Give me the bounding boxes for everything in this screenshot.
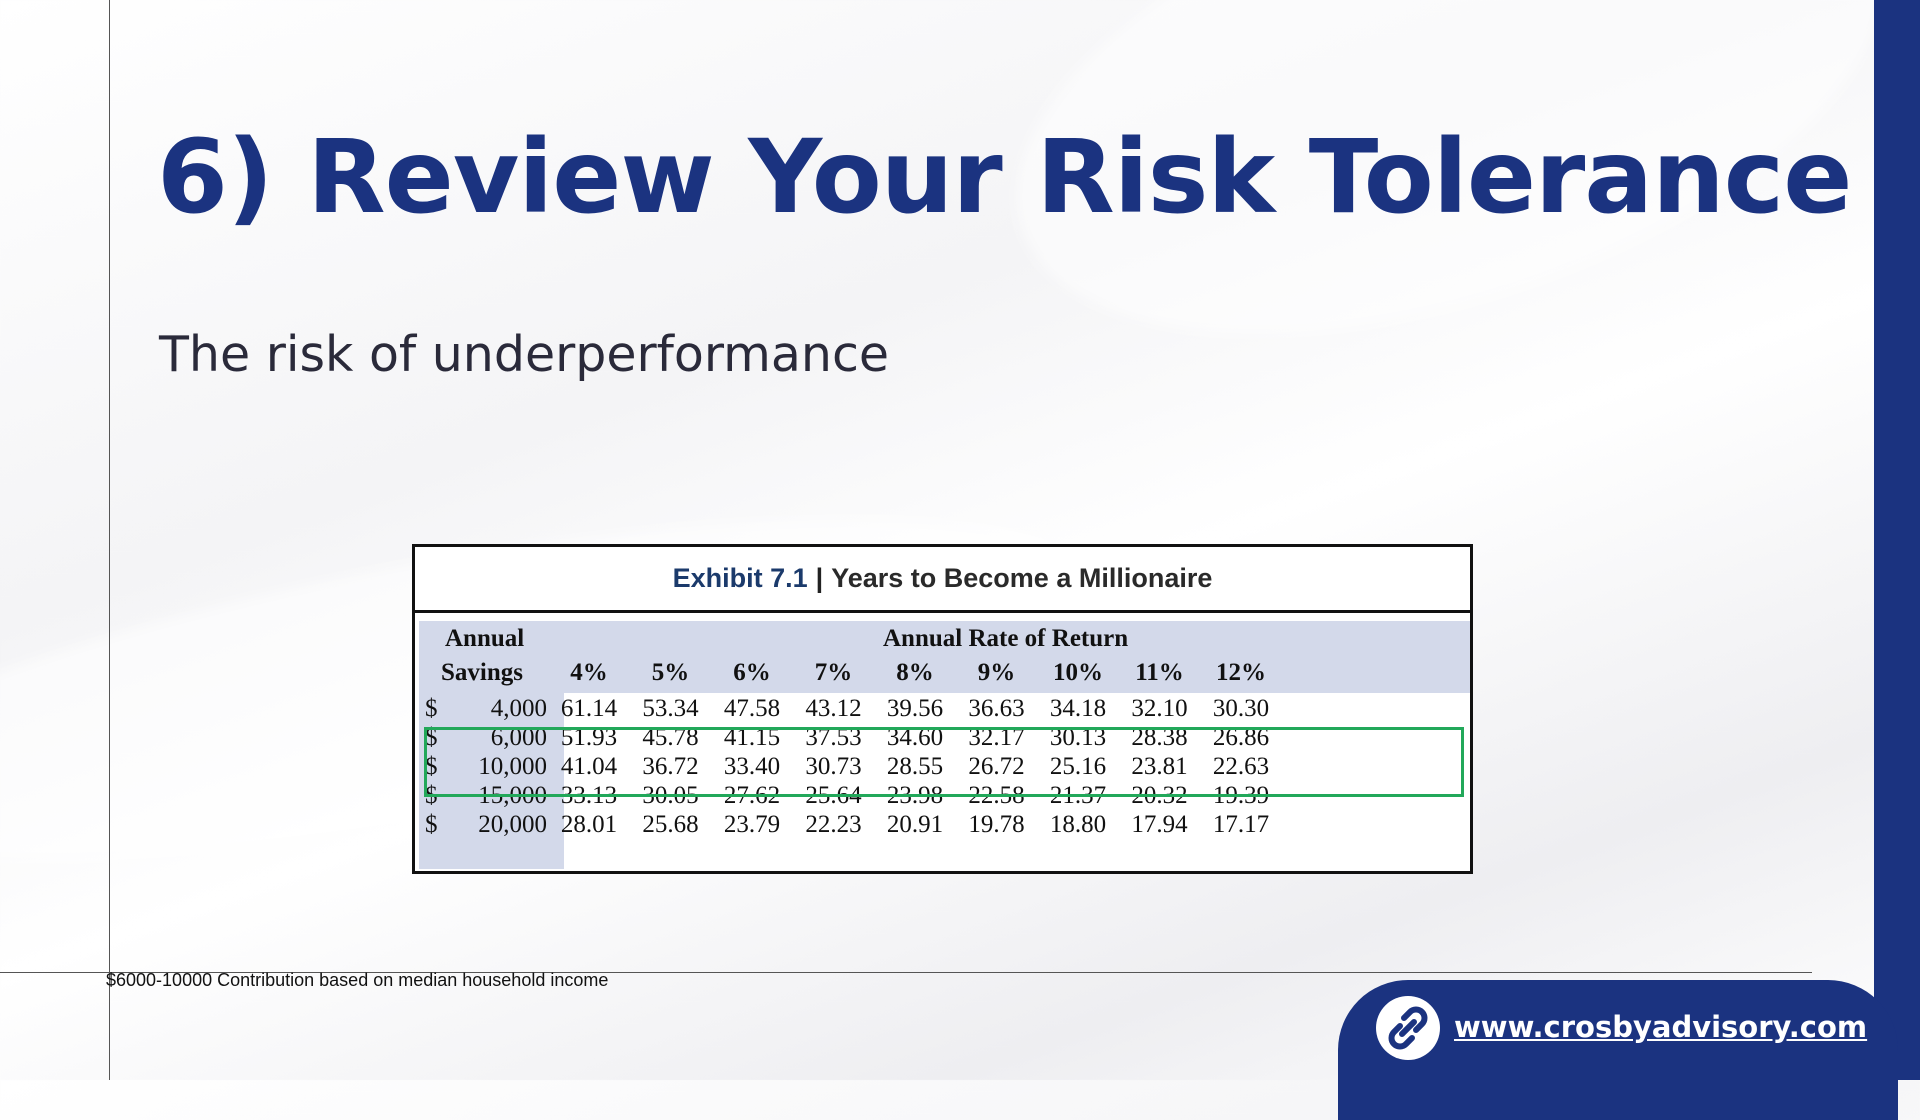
table-cell: 61.14 (560, 695, 618, 722)
table-cell: 28.55 (886, 753, 944, 780)
currency-symbol: $ (425, 811, 438, 838)
exhibit-separator: | (815, 563, 824, 593)
exhibit-title: Exhibit 7.1 | Years to Become a Milliona… (415, 547, 1470, 613)
slide-subtitle: The risk of underperformance (159, 326, 890, 383)
table-cell: 30.30 (1212, 695, 1270, 722)
savings-amount: 10,000 (478, 753, 547, 780)
table-cell: 34.18 (1049, 695, 1107, 722)
table-cell: 41.04 (560, 753, 618, 780)
vertical-guide-line (109, 0, 110, 1080)
savings-column-band (419, 693, 564, 869)
table-cell: 43.12 (805, 695, 862, 722)
table-cell: 33.40 (723, 753, 781, 780)
rate-header-8pct: 8% (896, 659, 934, 686)
rate-header-12pct: 12% (1216, 659, 1266, 686)
horizontal-divider (0, 972, 1812, 973)
currency-symbol: $ (425, 724, 438, 751)
table-cell: 17.94 (1131, 811, 1188, 838)
table-cell: 17.17 (1212, 811, 1270, 838)
annual-label: Annual (445, 625, 525, 652)
website-link[interactable]: www.crosbyadvisory.com (1454, 1010, 1868, 1044)
link-icon (1376, 996, 1440, 1060)
table-cell: 25.16 (1049, 753, 1107, 780)
rate-header-6pct: 6% (733, 659, 771, 686)
table-cell: 39.56 (886, 695, 944, 722)
table-cell: 19.78 (968, 811, 1025, 838)
rate-header-9pct: 9% (977, 659, 1016, 686)
table-cell: 28.01 (560, 811, 618, 838)
rate-header-7pct: 7% (814, 659, 853, 686)
savings-amount: 20,000 (478, 811, 547, 838)
table-cell: 22.23 (805, 811, 862, 838)
table-cell: 23.79 (723, 811, 781, 838)
currency-symbol: $ (425, 695, 438, 722)
rate-of-return-header: Annual Rate of Return (883, 625, 1129, 652)
table-cell: 23.81 (1131, 753, 1188, 780)
table-cell: 32.10 (1131, 695, 1188, 722)
table-cell: 22.63 (1212, 753, 1270, 780)
exhibit-name: Years to Become a Millionaire (831, 563, 1213, 593)
highlight-box (424, 727, 1464, 797)
footnote: $6000-10000 Contribution based on median… (106, 970, 609, 990)
table-cell: 20.91 (886, 811, 944, 838)
table-cell: 26.72 (968, 753, 1025, 780)
right-accent-bar (1874, 0, 1920, 1080)
savings-label: Savings (441, 659, 523, 686)
table-cell: 30.73 (805, 753, 862, 780)
table-cell: 53.34 (642, 695, 699, 722)
slide-title: 6) Review Your Risk Tolerance (157, 118, 1852, 237)
table-cell: 36.63 (968, 695, 1025, 722)
savings-amount: 4,000 (490, 695, 547, 722)
rate-header-4pct: 4% (570, 659, 608, 686)
exhibit-number: Exhibit 7.1 (672, 563, 808, 593)
table-cell: 47.58 (723, 695, 781, 722)
table-header-band (419, 621, 1470, 693)
table-cell: 36.72 (642, 753, 699, 780)
table-cell: 25.68 (642, 811, 699, 838)
exhibit-table: Exhibit 7.1 | Years to Become a Milliona… (412, 544, 1473, 874)
currency-symbol: $ (425, 753, 438, 780)
rate-header-11pct: 11% (1135, 659, 1184, 686)
rate-header-5pct: 5% (651, 659, 690, 686)
table-cell: 18.80 (1049, 811, 1107, 838)
rate-header-10pct: 10% (1053, 659, 1103, 686)
